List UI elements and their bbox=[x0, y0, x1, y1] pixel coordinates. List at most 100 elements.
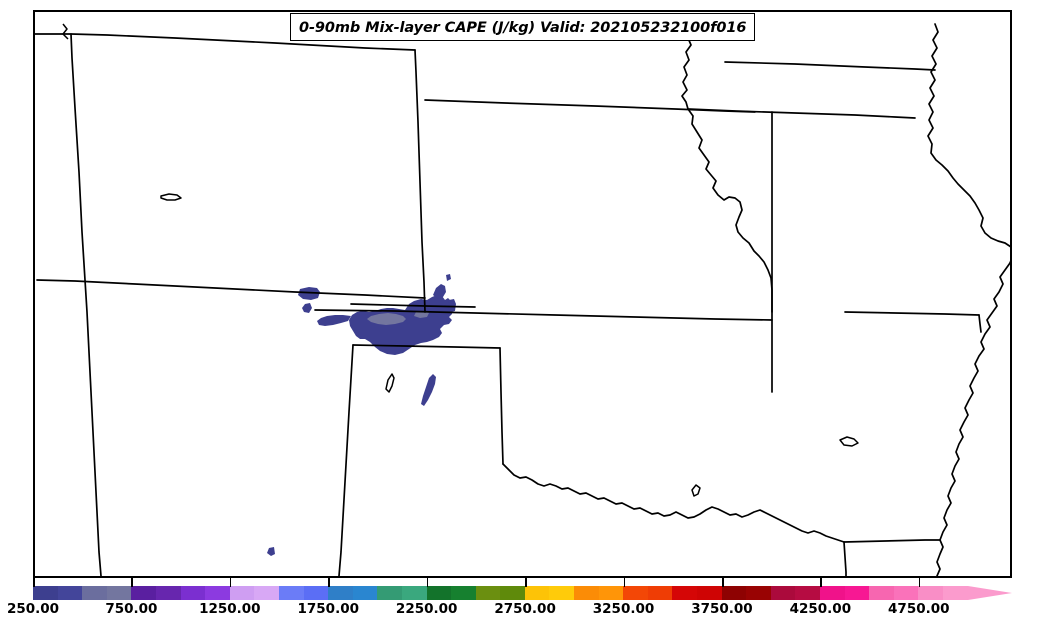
colorbar-label-2250: 2250.00 bbox=[395, 601, 458, 617]
cape-region-north-spur-250 bbox=[433, 284, 446, 299]
colorbar-segment-4 bbox=[131, 586, 156, 600]
cape-streak-texas-north-250 bbox=[421, 374, 436, 406]
colorbar-segment-17 bbox=[451, 586, 476, 600]
border-ne-ia-river bbox=[681, 23, 773, 393]
colorbar-label-750: 750.00 bbox=[105, 601, 158, 617]
colorbar-segment-0 bbox=[33, 586, 58, 600]
colorbar-segment-25 bbox=[647, 586, 673, 600]
colorbar-tick-3250 bbox=[623, 578, 626, 587]
border-mo-ar bbox=[844, 311, 980, 316]
colorbar-tick-4250 bbox=[820, 578, 822, 587]
colorbar-label-1750: 1750.00 bbox=[297, 601, 360, 617]
cape-region-west-arm-250 bbox=[317, 315, 351, 326]
colorbar[interactable] bbox=[33, 586, 1012, 600]
border-ia-ne-top bbox=[724, 61, 936, 71]
border-ok-tx-red-river bbox=[502, 463, 845, 543]
colorbar-segment-33 bbox=[844, 586, 870, 600]
colorbar-segment-28 bbox=[721, 586, 747, 600]
page-title: 0-90mb Mix-layer CAPE (J/kg) Valid: 2021… bbox=[299, 20, 747, 36]
colorbar-segment-19 bbox=[500, 586, 525, 600]
colorbar-label-250: 250.00 bbox=[6, 601, 60, 617]
colorbar-label-2750: 2750.00 bbox=[494, 601, 556, 617]
colorbar-tick-250 bbox=[33, 578, 35, 587]
colorbar-segment-14 bbox=[377, 586, 402, 600]
colorbar-segment-10 bbox=[278, 586, 304, 600]
colorbar-segment-34 bbox=[869, 586, 894, 600]
colorbar-segment-1 bbox=[57, 586, 83, 600]
border-co-north bbox=[70, 33, 102, 576]
cape-region-main-250 bbox=[349, 295, 453, 355]
border-tx-west bbox=[338, 344, 354, 576]
title-plaque: 0-90mb Mix-layer CAPE (J/kg) Valid: 2021… bbox=[290, 13, 756, 41]
colorbar-segment-27 bbox=[697, 586, 722, 600]
border-tx-la bbox=[843, 541, 847, 576]
colorbar-segment-12 bbox=[328, 586, 353, 600]
cape-speck-texas-a-250 bbox=[267, 547, 275, 556]
colorbar-segment-36 bbox=[918, 586, 943, 600]
hydrography-layer bbox=[62, 23, 859, 497]
colorbar-segment-8 bbox=[229, 586, 255, 600]
cape-patch-co-ks-tail-250 bbox=[302, 303, 312, 313]
colorbar-tick-1250 bbox=[229, 578, 232, 587]
border-ok-panhandle-north bbox=[350, 303, 476, 308]
border-mo-il-mississippi bbox=[927, 23, 1010, 264]
cape-patch-co-ks-250 bbox=[298, 287, 320, 300]
colorbar-segment-7 bbox=[205, 586, 230, 600]
colorbar-tick-750 bbox=[131, 578, 133, 587]
colorbar-segment-6 bbox=[180, 586, 206, 600]
colorbar-segment-22 bbox=[574, 586, 599, 600]
border-tx-ok-panhandle-east bbox=[499, 347, 504, 465]
border-ar-la bbox=[843, 539, 941, 543]
map-canvas bbox=[35, 23, 1010, 576]
border-ia-mo bbox=[687, 108, 916, 119]
colorbar-gradient-strip bbox=[33, 586, 968, 600]
lake-oklahoma-south bbox=[691, 484, 701, 497]
border-ok-panhandle-south bbox=[352, 344, 501, 349]
colorbar-segment-24 bbox=[623, 586, 648, 600]
colorbar-segment-2 bbox=[82, 586, 107, 600]
cape-region-north-tab-250 bbox=[448, 299, 456, 312]
colorbar-tick-labels: 250.00 750.00 1250.00 1750.00 2250.00 2750.00… bbox=[0, 601, 1042, 625]
colorbar-extend-max-arrow bbox=[968, 586, 1012, 600]
colorbar-label-3250: 3250.00 bbox=[592, 601, 655, 617]
cape-contour-fill-layer bbox=[267, 274, 456, 556]
border-co-east bbox=[414, 49, 426, 313]
colorbar-tick-marks bbox=[33, 578, 1012, 587]
map-panel bbox=[33, 10, 1012, 578]
colorbar-tick-2250 bbox=[426, 578, 429, 587]
cape-region-core-500 bbox=[367, 313, 406, 325]
lake-colorado bbox=[160, 193, 182, 201]
lake-texas-panhandle bbox=[385, 373, 395, 393]
colorbar-segment-23 bbox=[598, 586, 624, 600]
border-mo-bootheel bbox=[978, 314, 982, 333]
colorbar-segment-15 bbox=[401, 586, 427, 600]
colorbar-segment-16 bbox=[426, 586, 452, 600]
colorbar-tick-2750 bbox=[525, 578, 527, 587]
colorbar-segment-9 bbox=[254, 586, 279, 600]
border-ar-ms-mississippi bbox=[936, 262, 1010, 576]
colorbar-segment-30 bbox=[770, 586, 796, 600]
colorbar-segment-20 bbox=[524, 586, 550, 600]
colorbar-tick-3750 bbox=[721, 578, 724, 587]
colorbar-segment-18 bbox=[475, 586, 501, 600]
state-borders-layer bbox=[35, 23, 1010, 576]
cape-speck-kansas-250 bbox=[446, 274, 451, 281]
colorbar-label-1250: 1250.00 bbox=[199, 601, 261, 617]
colorbar-segment-3 bbox=[106, 586, 132, 600]
colorbar-segment-21 bbox=[549, 586, 575, 600]
colorbar-segment-26 bbox=[672, 586, 698, 600]
colorbar-segment-35 bbox=[893, 586, 919, 600]
colorbar-segment-5 bbox=[155, 586, 181, 600]
border-ks-ok bbox=[314, 309, 773, 321]
colorbar-segment-32 bbox=[820, 586, 845, 600]
colorbar-tick-1750 bbox=[328, 578, 330, 587]
river-colorado-nw bbox=[62, 23, 69, 40]
colorbar-segment-11 bbox=[303, 586, 329, 600]
colorbar-segment-31 bbox=[795, 586, 820, 600]
colorbar-tick-4750 bbox=[918, 578, 921, 587]
colorbar-segment-37 bbox=[942, 586, 968, 600]
border-co-south bbox=[36, 279, 426, 299]
colorbar-label-3750: 3750.00 bbox=[691, 601, 753, 617]
colorbar-segment-13 bbox=[352, 586, 378, 600]
